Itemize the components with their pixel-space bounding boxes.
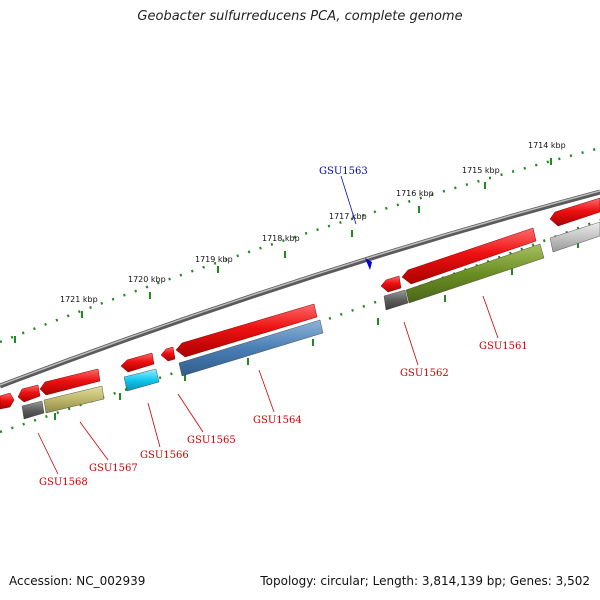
accession-text: Accession: NC_002939 [9, 574, 146, 588]
tick-label: 1714 kbp [528, 141, 566, 150]
gene-feature[interactable] [39, 368, 101, 396]
tick-label: 1715 kbp [462, 166, 500, 175]
leader-lines [37, 175, 499, 475]
gene-feature[interactable] [120, 352, 155, 373]
gene-label[interactable]: GSU1562 [400, 368, 449, 379]
gene-feature[interactable] [401, 227, 537, 285]
outer-major-ticks [14, 158, 552, 343]
gene-feature[interactable] [160, 346, 176, 362]
genome-backbone [0, 189, 600, 389]
gene-feature[interactable] [178, 319, 324, 377]
gene-label[interactable]: GSU1568 [39, 477, 88, 488]
gene-feature[interactable] [380, 275, 402, 293]
gene-feature[interactable] [21, 400, 45, 420]
gene-label[interactable]: GSU1564 [253, 415, 302, 426]
gene-feature[interactable] [549, 221, 600, 253]
gene-feature[interactable] [0, 392, 15, 410]
tick-label: 1721 kbp [60, 295, 98, 304]
tick-label: 1720 kbp [128, 275, 166, 284]
outer-tick-ring [0, 146, 600, 344]
gene-label[interactable]: GSU1561 [479, 341, 528, 352]
gene-feature[interactable] [175, 303, 318, 358]
gene-feature[interactable] [43, 385, 105, 414]
gene-feature[interactable] [383, 289, 409, 311]
tick-label: 1719 kbp [195, 255, 233, 264]
tick-label: 1718 kbp [262, 234, 300, 243]
map-title: Geobacter sulfurreducens PCA, complete g… [137, 9, 463, 24]
forward-genes-row [0, 197, 600, 410]
tick-label: 1717 kbp [329, 212, 367, 221]
gene-feature[interactable] [123, 368, 160, 392]
tick-label: 1716 kbp [396, 189, 434, 198]
gene-label[interactable]: GSU1565 [187, 435, 236, 446]
gene-label[interactable]: GSU1566 [140, 450, 189, 461]
gene-feature[interactable] [17, 384, 41, 403]
gene-label[interactable]: GSU1563 [319, 166, 368, 177]
gene-label[interactable]: GSU1567 [89, 463, 138, 474]
gene-feature[interactable] [549, 197, 600, 227]
gene-marker-icon[interactable] [365, 258, 372, 270]
gene-feature[interactable] [405, 243, 545, 304]
topology-text: Topology: circular; Length: 3,814,139 bp… [260, 574, 590, 588]
annotation-row [21, 221, 600, 420]
